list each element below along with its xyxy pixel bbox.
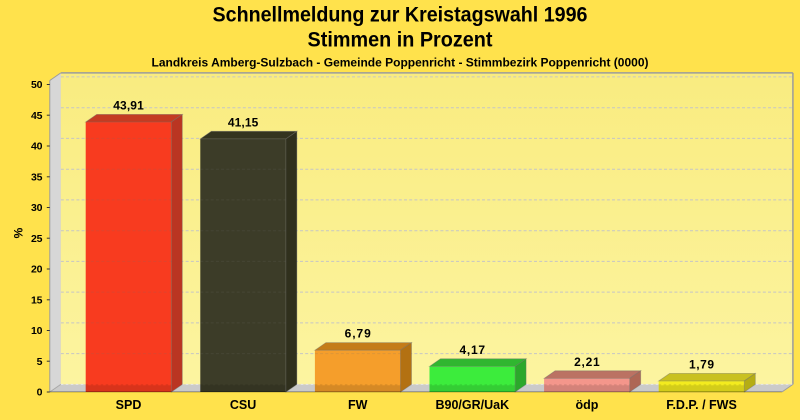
svg-text:CSU: CSU [230, 398, 256, 412]
svg-text:FW: FW [348, 398, 368, 412]
svg-text:50: 50 [31, 79, 43, 91]
svg-text:ödp: ödp [575, 398, 598, 412]
svg-text:30: 30 [31, 202, 43, 214]
svg-text:5: 5 [37, 356, 43, 368]
svg-text:35: 35 [31, 171, 43, 183]
svg-text:F.D.P. / FWS: F.D.P. / FWS [666, 398, 737, 412]
svg-text:20: 20 [31, 264, 43, 276]
svg-text:SPD: SPD [116, 398, 142, 412]
svg-text:B90/GR/UaK: B90/GR/UaK [435, 398, 509, 412]
svg-text:1,79: 1,79 [689, 357, 714, 371]
svg-text:4,17: 4,17 [460, 343, 486, 357]
svg-text:0: 0 [37, 387, 43, 399]
svg-text:2,21: 2,21 [574, 355, 600, 369]
svg-text:Stimmen in Prozent: Stimmen in Prozent [308, 28, 493, 52]
svg-text:25: 25 [31, 233, 43, 245]
svg-text:15: 15 [31, 294, 43, 306]
svg-text:%: % [11, 227, 25, 238]
svg-text:40: 40 [31, 141, 43, 153]
svg-text:45: 45 [31, 110, 43, 122]
svg-text:Schnellmeldung zur Kreistagswa: Schnellmeldung zur Kreistagswahl 1996 [213, 2, 588, 26]
svg-text:6,79: 6,79 [345, 327, 372, 341]
svg-text:41,15: 41,15 [228, 115, 259, 129]
svg-text:43,91: 43,91 [113, 98, 144, 112]
svg-text:Landkreis Amberg-Sulzbach - Ge: Landkreis Amberg-Sulzbach - Gemeinde Pop… [152, 55, 649, 69]
svg-text:10: 10 [31, 325, 43, 337]
